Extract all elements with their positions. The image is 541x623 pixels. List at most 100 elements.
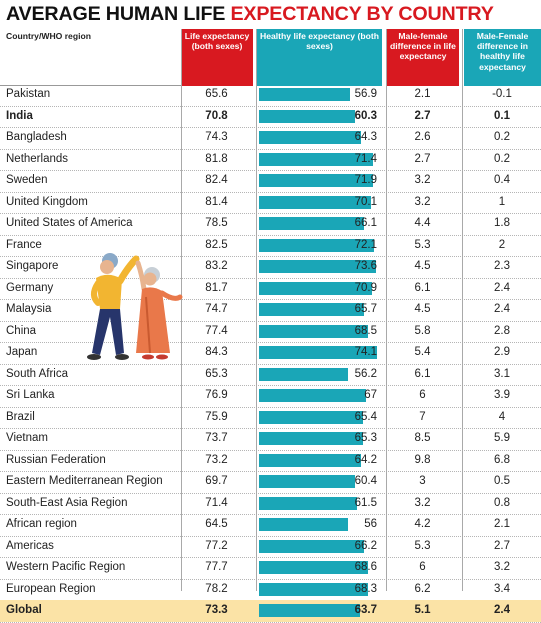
region-name: Global: [6, 600, 176, 622]
life-expectancy-value: 65.3: [181, 364, 252, 386]
life-expectancy-value: 81.4: [181, 192, 252, 214]
mf-healthy-difference-value: 0.2: [464, 149, 540, 171]
mf-healthy-difference-value: 0.4: [464, 170, 540, 192]
mf-life-difference-value: 8.5: [387, 428, 458, 450]
healthy-life-expectancy-cell: 61.5: [257, 493, 381, 515]
healthy-life-expectancy-cell: 67: [257, 385, 381, 407]
healthy-life-expectancy-cell: 74.1: [257, 342, 381, 364]
mf-life-difference-value: 2.7: [387, 106, 458, 128]
life-expectancy-value: 69.7: [181, 471, 252, 493]
life-expectancy-value: 81.7: [181, 278, 252, 300]
table-row: Global 73.3 63.7 5.1 2.4: [0, 600, 541, 622]
healthy-life-expectancy-value: 68.6: [355, 557, 377, 579]
mf-life-difference-value: 6.1: [387, 364, 458, 386]
column-divider: [386, 29, 387, 591]
healthy-life-expectancy-value: 65.7: [355, 299, 377, 321]
healthy-life-expectancy-bar: [259, 303, 364, 316]
mf-healthy-difference-value: 6.8: [464, 450, 540, 472]
mf-healthy-difference-value: 2.1: [464, 514, 540, 536]
life-expectancy-value: 81.8: [181, 149, 252, 171]
mf-life-difference-value: 5.3: [387, 536, 458, 558]
mf-life-difference-value: 2.6: [387, 127, 458, 149]
man-shoe: [115, 354, 129, 360]
mf-life-difference-value: 3.2: [387, 493, 458, 515]
healthy-life-expectancy-value: 72.1: [355, 235, 377, 257]
table-row: Bangladesh 74.3 64.3 2.6 0.2: [0, 127, 541, 149]
healthy-life-expectancy-cell: 72.1: [257, 235, 381, 257]
mf-life-difference-value: 2.1: [387, 84, 458, 106]
healthy-life-expectancy-cell: 60.4: [257, 471, 381, 493]
header-healthy-life-expectancy: Healthy life expectancy (both sexes): [257, 29, 382, 86]
region-name: South-East Asia Region: [6, 493, 176, 515]
man-trousers: [92, 309, 124, 355]
header-mf-healthy: Male-Female difference in healthy life e…: [464, 29, 541, 86]
healthy-life-expectancy-value: 64.3: [355, 127, 377, 149]
region-name: Eastern Mediterranean Region: [6, 471, 176, 493]
life-expectancy-value: 84.3: [181, 342, 252, 364]
healthy-life-expectancy-value: 71.9: [355, 170, 377, 192]
mf-life-difference-value: 5.3: [387, 235, 458, 257]
region-name: Brazil: [6, 407, 176, 429]
region-name: Sri Lanka: [6, 385, 176, 407]
table-row: Eastern Mediterranean Region 69.7 60.4 3 0.5: [0, 471, 541, 493]
life-expectancy-value: 74.3: [181, 127, 252, 149]
header-life-expectancy: Life expectancy (both sexes): [181, 29, 253, 86]
column-divider: [462, 29, 463, 591]
mf-healthy-difference-value: 4: [464, 407, 540, 429]
region-name: United Kingdom: [6, 192, 176, 214]
mf-life-difference-value: 5.8: [387, 321, 458, 343]
healthy-life-expectancy-value: 68.3: [355, 579, 377, 601]
table-row: Russian Federation 73.2 64.2 9.8 6.8: [0, 450, 541, 472]
region-name: India: [6, 106, 176, 128]
mf-healthy-difference-value: 2.7: [464, 536, 540, 558]
healthy-life-expectancy-bar: [259, 497, 357, 510]
life-expectancy-value: 70.8: [181, 106, 252, 128]
healthy-life-expectancy-value: 56.2: [355, 364, 377, 386]
healthy-life-expectancy-cell: 65.4: [257, 407, 381, 429]
row-divider: [0, 622, 541, 623]
table-row: Americas 77.2 66.2 5.3 2.7: [0, 536, 541, 558]
life-expectancy-value: 83.2: [181, 256, 252, 278]
table-row: India 70.8 60.3 2.7 0.1: [0, 106, 541, 128]
healthy-life-expectancy-bar: [259, 432, 363, 445]
life-expectancy-value: 78.2: [181, 579, 252, 601]
mf-healthy-difference-value: 2.9: [464, 342, 540, 364]
healthy-life-expectancy-cell: 71.9: [257, 170, 381, 192]
mf-life-difference-value: 4.5: [387, 256, 458, 278]
life-expectancy-value: 64.5: [181, 514, 252, 536]
woman-shoe: [156, 355, 168, 360]
man-arm-left: [94, 283, 98, 303]
mf-life-difference-value: 2.7: [387, 149, 458, 171]
table-row: Netherlands 81.8 71.4 2.7 0.2: [0, 149, 541, 171]
header-region: Country/WHO region: [0, 29, 181, 86]
healthy-life-expectancy-cell: 56.9: [257, 84, 381, 106]
healthy-life-expectancy-bar: [259, 475, 355, 488]
healthy-life-expectancy-value: 73.6: [355, 256, 377, 278]
life-expectancy-value: 65.6: [181, 84, 252, 106]
healthy-life-expectancy-bar: [259, 110, 355, 123]
healthy-life-expectancy-value: 68.5: [355, 321, 377, 343]
healthy-life-expectancy-value: 67: [364, 385, 377, 407]
life-expectancy-value: 82.4: [181, 170, 252, 192]
mf-healthy-difference-value: 0.5: [464, 471, 540, 493]
healthy-life-expectancy-cell: 56: [257, 514, 381, 536]
mf-healthy-difference-value: 2.4: [464, 278, 540, 300]
healthy-life-expectancy-bar: [259, 217, 364, 230]
mf-healthy-difference-value: 0.1: [464, 106, 540, 128]
healthy-life-expectancy-cell: 71.4: [257, 149, 381, 171]
healthy-life-expectancy-value: 66.1: [355, 213, 377, 235]
healthy-life-expectancy-cell: 56.2: [257, 364, 381, 386]
man-shoe: [87, 354, 101, 360]
mf-healthy-difference-value: 2.8: [464, 321, 540, 343]
region-name: Western Pacific Region: [6, 557, 176, 579]
healthy-life-expectancy-value: 66.2: [355, 536, 377, 558]
healthy-life-expectancy-cell: 68.5: [257, 321, 381, 343]
mf-life-difference-value: 4.2: [387, 514, 458, 536]
life-expectancy-value: 76.9: [181, 385, 252, 407]
life-expectancy-value: 74.7: [181, 299, 252, 321]
healthy-life-expectancy-bar: [259, 604, 360, 617]
life-expectancy-value: 77.2: [181, 536, 252, 558]
mf-life-difference-value: 3.2: [387, 192, 458, 214]
mf-healthy-difference-value: 3.9: [464, 385, 540, 407]
mf-life-difference-value: 5.4: [387, 342, 458, 364]
